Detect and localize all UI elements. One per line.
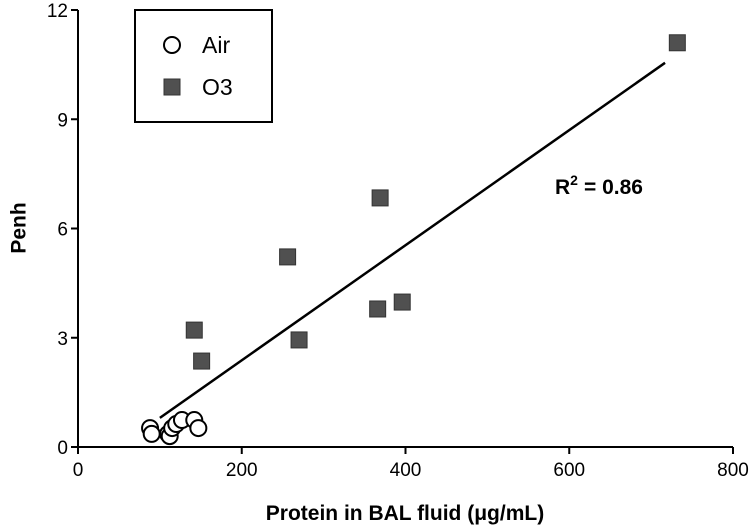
point <box>189 419 208 438</box>
y-tick-label: 3 <box>57 329 68 350</box>
point <box>369 300 387 318</box>
point <box>142 424 161 443</box>
point <box>185 321 203 339</box>
annotation-text: = 0.86 <box>584 176 643 199</box>
x-tick-label: 400 <box>390 460 422 481</box>
legend-marker <box>163 36 181 54</box>
legend-box <box>134 9 273 123</box>
legend-label: O3 <box>202 74 233 100</box>
y-axis-title: Penh <box>8 202 31 253</box>
x-axis-title: Protein in BAL fluid (μg/mL) <box>266 502 544 525</box>
x-tick-label: 800 <box>717 460 749 481</box>
x-tick-label: 200 <box>226 460 258 481</box>
legend-marker <box>163 78 181 96</box>
annotation-sup: 2 <box>570 172 578 188</box>
point <box>193 352 211 370</box>
point <box>668 34 686 52</box>
annotation-base: R <box>555 176 570 199</box>
annotation: R2 = 0.86 <box>555 172 643 199</box>
y-tick-label: 12 <box>47 1 68 22</box>
y-tick-label: 9 <box>57 110 68 131</box>
point <box>290 331 308 349</box>
point <box>279 248 297 266</box>
point <box>371 189 389 207</box>
fit-line <box>159 61 666 419</box>
point <box>393 293 411 311</box>
legend-label: Air <box>202 32 230 58</box>
y-tick-label: 6 <box>57 220 68 241</box>
y-tick-label: 0 <box>57 438 68 459</box>
x-tick-label: 0 <box>73 460 84 481</box>
x-tick-label: 600 <box>553 460 585 481</box>
